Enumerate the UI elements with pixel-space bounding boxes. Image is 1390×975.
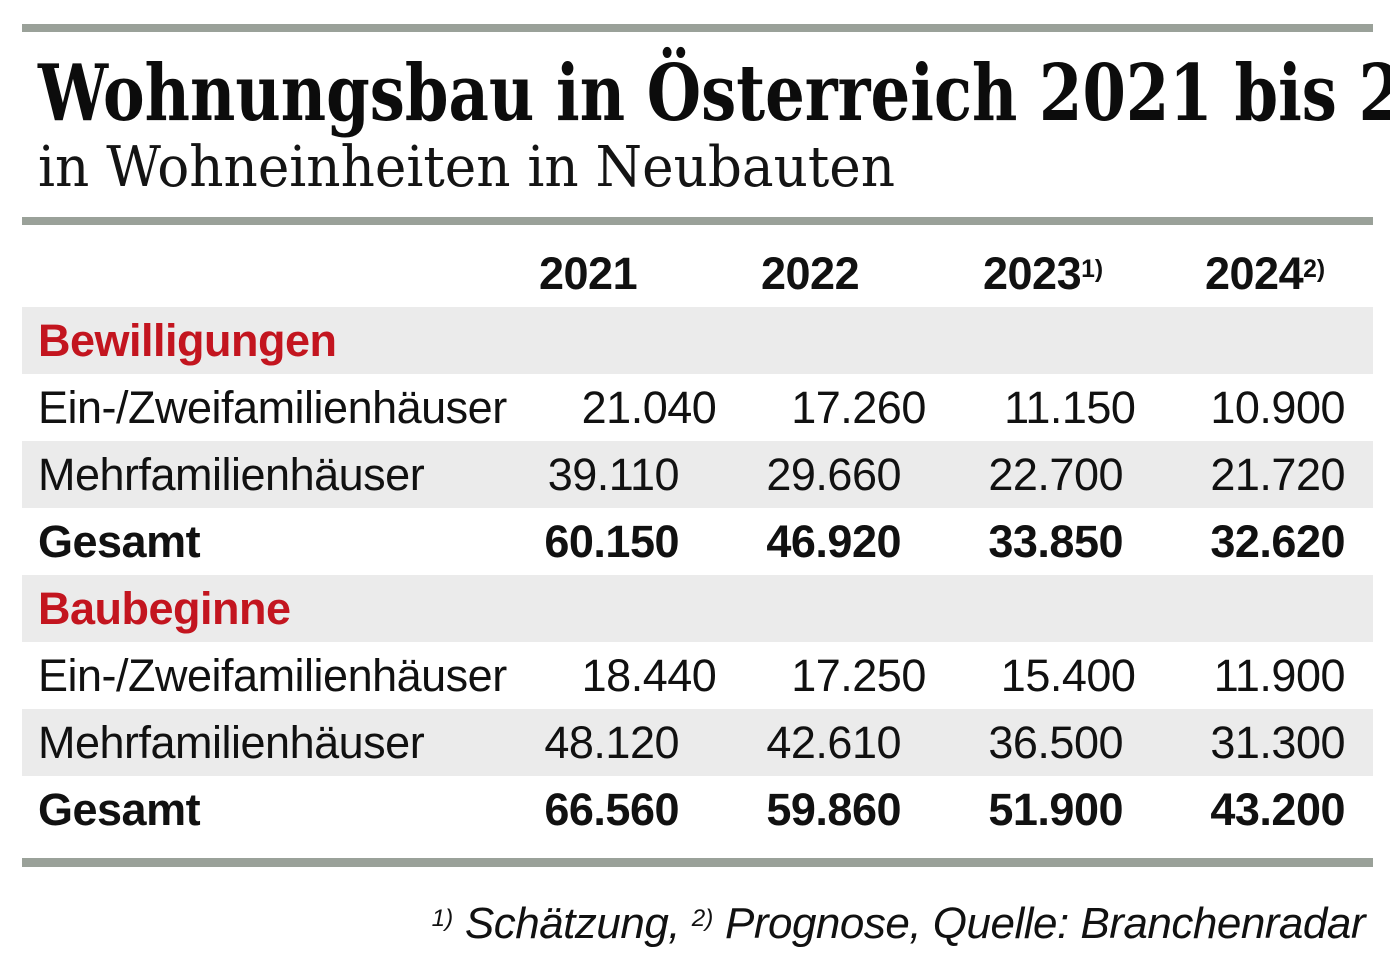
- row-label: Gesamt: [38, 516, 201, 567]
- value-cell: 22.700: [988, 449, 1123, 500]
- row-label: Mehrfamilienhäuser: [38, 717, 425, 768]
- value-cell: 60.150: [544, 516, 679, 567]
- column-header-2024: 20242): [1123, 251, 1345, 296]
- value-cell: 42.610: [766, 717, 901, 768]
- divider-bar-bottom: [22, 858, 1373, 867]
- total-row: Gesamt 60.150 46.920 33.850 32.620: [22, 508, 1373, 575]
- footnote-text-1: Schätzung,: [453, 899, 692, 948]
- section-title: Baubeginne: [38, 583, 291, 634]
- year-label: 2024: [1205, 248, 1304, 299]
- row-label: Mehrfamilienhäuser: [38, 449, 425, 500]
- table-row: Ein-/Zweifamilienhäuser 21.040 17.260 11…: [22, 374, 1373, 441]
- value-cell: 21.040: [581, 382, 717, 433]
- table-row: Mehrfamilienhäuser 39.110 29.660 22.700 …: [22, 441, 1373, 508]
- value-cell: 59.860: [766, 784, 901, 835]
- value-cell: 66.560: [544, 784, 679, 835]
- divider-bar-header: [22, 217, 1373, 225]
- value-cell: 43.200: [1210, 784, 1345, 835]
- row-label: Ein-/Zweifamilienhäuser: [38, 382, 507, 433]
- value-cell: 33.850: [988, 516, 1123, 567]
- section-row-baubeginne: Baubeginne: [22, 575, 1373, 642]
- value-cell: 11.900: [1213, 650, 1346, 701]
- footnote-marker-1: 1): [431, 905, 454, 933]
- year-header-row: 2021 2022 20231) 20242): [22, 240, 1373, 307]
- year-label: 2022: [761, 248, 860, 299]
- value-cell: 48.120: [544, 717, 679, 768]
- section-title: Bewilligungen: [38, 315, 337, 366]
- page-subtitle: in Wohneinheiten in Neubauten: [38, 135, 896, 200]
- year-label: 2023: [983, 248, 1082, 299]
- footnote-marker: 2): [1303, 256, 1326, 284]
- page-title: Wohnungsbau in Österreich 2021 bis 2024: [38, 48, 1390, 139]
- value-cell: 51.900: [988, 784, 1123, 835]
- footnote-text-2: Prognose, Quelle: Branchenradar: [713, 899, 1366, 948]
- table-row: Ein-/Zweifamilienhäuser 18.440 17.250 15…: [22, 642, 1373, 709]
- column-header-2021: 2021: [457, 251, 679, 296]
- value-cell: 17.260: [791, 382, 926, 433]
- value-cell: 39.110: [547, 449, 680, 500]
- value-cell: 36.500: [988, 717, 1123, 768]
- value-cell: 17.250: [791, 650, 926, 701]
- divider-bar-top: [22, 24, 1373, 32]
- value-cell: 29.660: [766, 449, 901, 500]
- value-cell: 15.400: [1000, 650, 1136, 701]
- footnote-marker-2: 2): [691, 905, 714, 933]
- footnote: 1) Schätzung, 2) Prognose, Quelle: Branc…: [22, 898, 1373, 957]
- table-row: Mehrfamilienhäuser 48.120 42.610 36.500 …: [22, 709, 1373, 776]
- year-label: 2021: [539, 248, 638, 299]
- total-row: Gesamt 66.560 59.860 51.900 43.200: [22, 776, 1373, 843]
- column-header-2022: 2022: [679, 251, 901, 296]
- column-header-2023: 20231): [901, 251, 1123, 296]
- value-cell: 18.440: [581, 650, 717, 701]
- footnote-marker: 1): [1081, 256, 1104, 284]
- row-label: Ein-/Zweifamilienhäuser: [38, 650, 507, 701]
- value-cell: 10.900: [1210, 382, 1346, 433]
- value-cell: 31.300: [1210, 717, 1345, 768]
- row-label: Gesamt: [38, 784, 201, 835]
- value-cell: 21.720: [1210, 449, 1345, 500]
- section-row-bewilligungen: Bewilligungen: [22, 307, 1373, 374]
- value-cell: 32.620: [1210, 516, 1345, 567]
- value-cell: 11.150: [1004, 382, 1136, 433]
- value-cell: 46.920: [766, 516, 901, 567]
